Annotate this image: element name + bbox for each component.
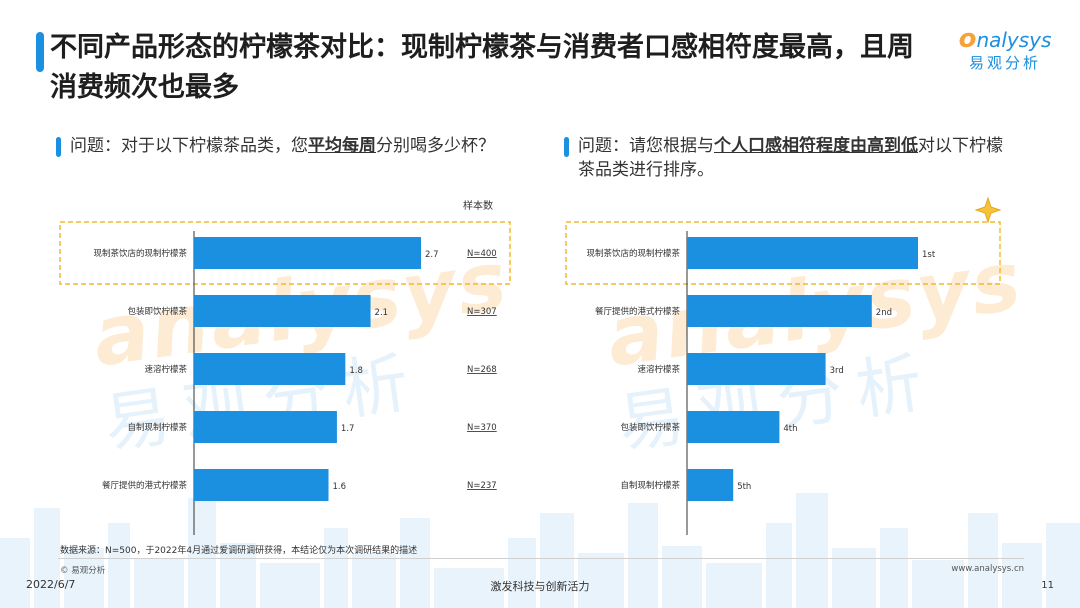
bar bbox=[687, 353, 826, 385]
highlight-box bbox=[59, 221, 511, 285]
sample-size-label: N=237 bbox=[467, 481, 497, 491]
sparkle-star bbox=[974, 196, 1002, 224]
bar bbox=[687, 411, 780, 443]
highlight-box bbox=[565, 221, 1001, 285]
bar bbox=[194, 353, 346, 385]
data-source-note: 数据来源：N=500，于2022年4月通过爱调研调研获得，本结论仅为本次调研结果… bbox=[60, 546, 418, 556]
bar bbox=[194, 237, 421, 269]
data-label: 1st bbox=[922, 250, 936, 260]
bar bbox=[687, 469, 734, 501]
bar bbox=[687, 295, 872, 327]
website-link[interactable]: www.analysys.cn bbox=[951, 564, 1024, 574]
category-label: 包装即饮柠檬茶 bbox=[127, 306, 187, 317]
bar bbox=[687, 237, 918, 269]
data-label: 5th bbox=[737, 482, 751, 492]
logo-cn-text: 易观分析 bbox=[968, 54, 1041, 72]
data-label: 1.8 bbox=[349, 366, 363, 376]
data-label: 1.7 bbox=[341, 424, 355, 434]
category-label: 餐厅提供的港式柠檬茶 bbox=[595, 306, 681, 317]
footer-divider bbox=[58, 558, 1024, 559]
copyright: © 易观分析 bbox=[60, 566, 106, 576]
sample-size-header: 样本数 bbox=[463, 201, 493, 212]
question-emphasis: 平均每周 bbox=[308, 136, 376, 156]
bar bbox=[194, 295, 371, 327]
question-emphasis: 个人口感相符程度由高到低 bbox=[714, 136, 918, 156]
question-suffix: 分别喝多少杯？ bbox=[376, 136, 495, 156]
category-label: 现制茶饮店的现制柠檬茶 bbox=[93, 248, 187, 259]
report-date: 2022/6/7 bbox=[26, 578, 76, 591]
logo-wordmark: onalysys bbox=[950, 24, 1060, 54]
data-label: 2nd bbox=[876, 308, 892, 318]
data-label: 2.7 bbox=[425, 250, 439, 260]
data-label: 2.1 bbox=[375, 308, 389, 318]
question-accent-bar bbox=[564, 137, 569, 157]
category-label: 速溶柠檬茶 bbox=[144, 364, 187, 375]
category-label: 现制茶饮店的现制柠檬茶 bbox=[586, 248, 680, 259]
category-label: 速溶柠檬茶 bbox=[637, 364, 680, 375]
sample-size-label: N=268 bbox=[467, 365, 497, 375]
sample-size-label: N=307 bbox=[467, 307, 497, 317]
data-label: 3rd bbox=[830, 366, 844, 376]
question-suffix: 对以下柠檬茶品类进行排序。 bbox=[578, 136, 1003, 180]
data-label: 1.6 bbox=[333, 482, 347, 492]
question-prefix: 问题：对于以下柠檬茶品类，您 bbox=[70, 136, 308, 156]
question-accent-bar bbox=[56, 137, 61, 157]
logo-o-icon: o bbox=[958, 24, 977, 54]
page-number: 11 bbox=[1041, 580, 1054, 591]
category-label: 自制现制柠檬茶 bbox=[127, 422, 187, 433]
skyline-background bbox=[0, 493, 1080, 608]
logo-wordmark-text: nalysys bbox=[976, 28, 1052, 52]
sparkle-icon bbox=[974, 196, 1002, 224]
left-question: 问题：对于以下柠檬茶品类，您平均每周分别喝多少杯？ bbox=[70, 134, 510, 158]
page-title: 不同产品形态的柠檬茶对比：现制柠檬茶与消费者口感相符度最高，且周消费频次也最多 bbox=[50, 32, 914, 103]
category-label: 餐厅提供的港式柠檬茶 bbox=[102, 480, 188, 491]
data-label: 4th bbox=[783, 424, 797, 434]
title-accent-bar bbox=[36, 32, 44, 72]
bar bbox=[194, 411, 337, 443]
category-label: 自制现制柠檬茶 bbox=[620, 480, 680, 491]
right-question: 问题：请您根据与个人口感相符程度由高到低对以下柠檬茶品类进行排序。 bbox=[578, 134, 1018, 182]
sample-size-label: N=370 bbox=[467, 423, 497, 433]
bar bbox=[194, 469, 329, 501]
slogan: 激发科技与创新活力 bbox=[490, 580, 590, 593]
brand-logo: onalysys 易观分析 bbox=[950, 24, 1060, 84]
sample-size-label: N=400 bbox=[467, 249, 497, 259]
question-prefix: 问题：请您根据与 bbox=[578, 136, 714, 156]
category-label: 包装即饮柠檬茶 bbox=[620, 422, 680, 433]
